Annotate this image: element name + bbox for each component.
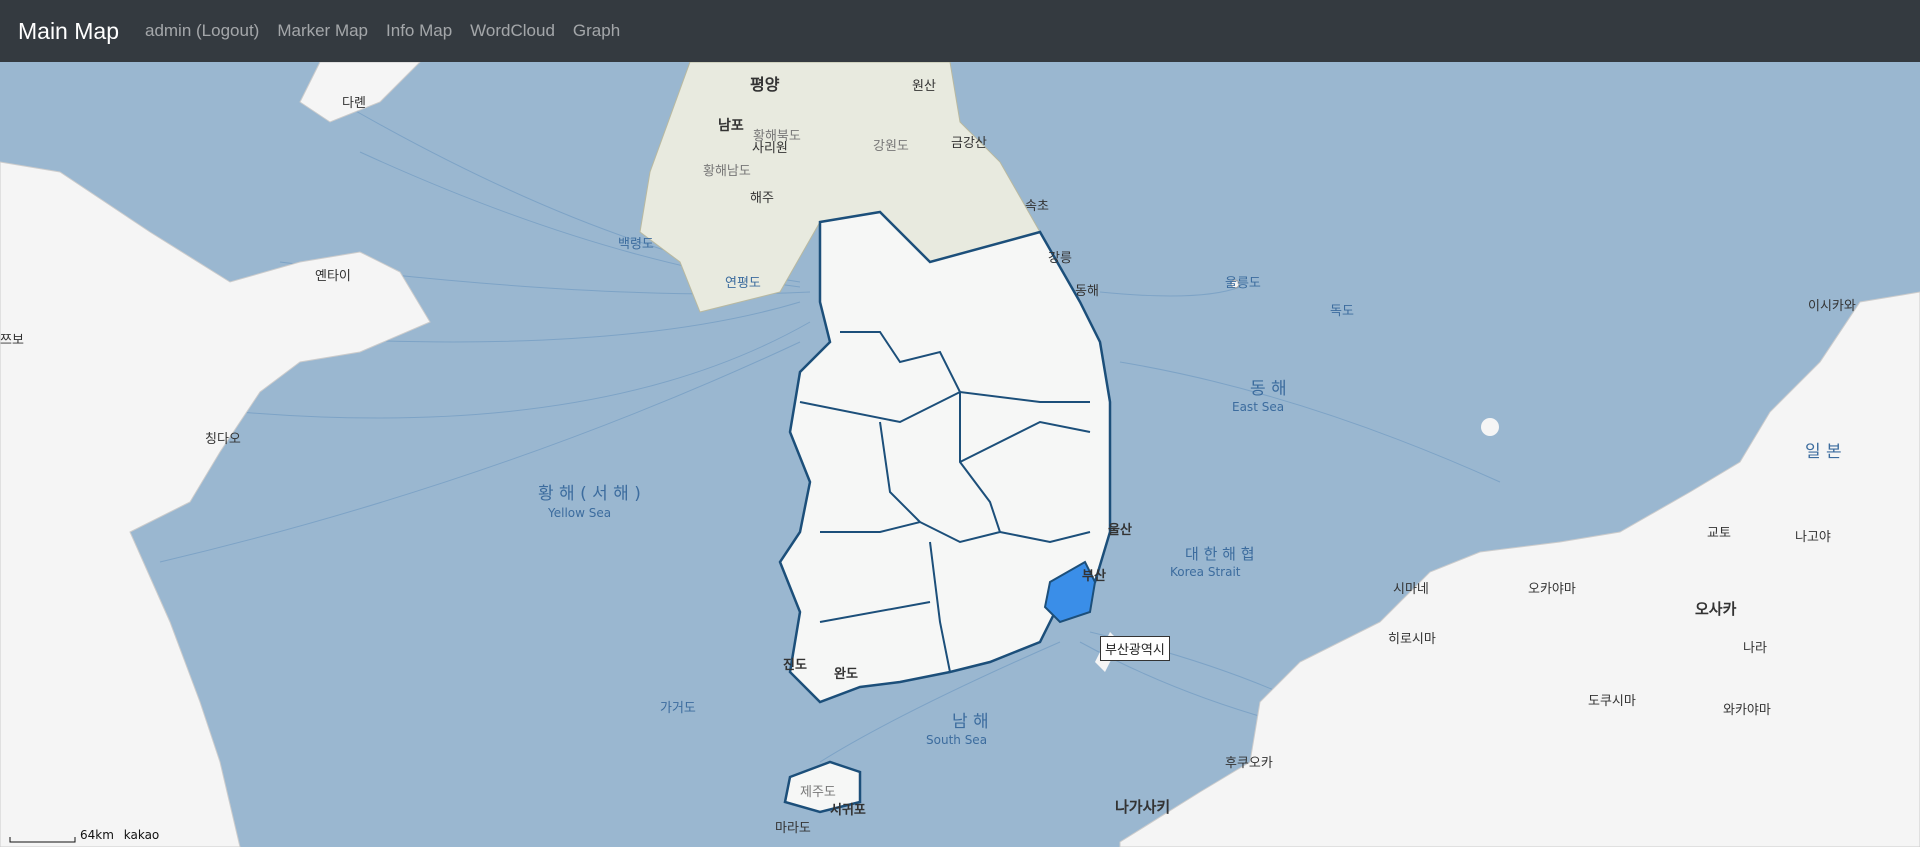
- china-land: [0, 161, 431, 847]
- label-nampo: 남포: [718, 117, 744, 134]
- label-nagasaki: 나가사키: [1115, 798, 1170, 816]
- label-sokcho: 속초: [1025, 199, 1049, 214]
- label-fukuoka: 후쿠오카: [1225, 756, 1273, 771]
- label-seogwipo: 서귀포: [830, 802, 866, 818]
- label-japan: 일 본: [1805, 442, 1842, 462]
- label-hwanghaebukdo: 황해북도: [753, 129, 801, 144]
- label-wando: 완도: [834, 667, 858, 682]
- jeju-island: [783, 760, 862, 814]
- map-svg: 평양 남포 사리원 해주 원산 황해북도 황해남도 강원도 금강산 속초 강릉 …: [0, 62, 1920, 847]
- nav-wordcloud[interactable]: WordCloud: [470, 21, 555, 40]
- label-jindo: 진도: [783, 657, 807, 673]
- label-dokdo: 독도: [1330, 304, 1354, 319]
- label-korea-strait-en: Korea Strait: [1170, 565, 1241, 579]
- label-geumgangsan: 금강산: [951, 136, 987, 151]
- scale-bar: [9, 837, 76, 843]
- label-wonsan: 원산: [912, 79, 936, 94]
- label-nagoya: 나고야: [1795, 530, 1831, 545]
- navbar: Main Map admin (Logout) Marker Map Info …: [0, 0, 1920, 62]
- label-donghae: 동해: [1075, 284, 1099, 299]
- province-borders: [799, 331, 1091, 673]
- label-shimane: 시마네: [1393, 582, 1429, 597]
- label-yellow-sea-ko: 황 해 ( 서 해 ): [538, 484, 641, 504]
- map-provider: kakao: [123, 828, 160, 842]
- label-gangwondo-north: 강원도: [873, 139, 909, 154]
- nav-admin-logout[interactable]: admin (Logout): [144, 21, 260, 40]
- label-hiroshima: 히로시마: [1388, 632, 1436, 647]
- label-yantai: 옌타이: [315, 269, 351, 284]
- label-ulsan: 울산: [1108, 522, 1132, 538]
- nav-info-map[interactable]: Info Map: [386, 21, 453, 40]
- label-nara: 나라: [1743, 641, 1767, 656]
- label-zibo: 쯔보: [0, 333, 24, 348]
- label-east-sea-ko: 동 해: [1250, 379, 1287, 399]
- label-ishikawa: 이시카와: [1808, 299, 1856, 314]
- label-qingdao: 칭다오: [205, 432, 241, 447]
- label-baengnyeongdo: 백령도: [618, 237, 654, 252]
- label-south-sea-en: South Sea: [926, 733, 987, 747]
- label-jejudo: 제주도: [800, 785, 836, 800]
- ulleungdo-island: [1230, 279, 1240, 289]
- label-tokushima: 도쿠시마: [1588, 694, 1636, 709]
- label-marado: 마라도: [775, 821, 811, 836]
- label-korea-strait-ko: 대 한 해 협: [1185, 545, 1255, 563]
- nav-marker-map[interactable]: Marker Map: [277, 21, 369, 40]
- liaodong-land: [299, 62, 421, 123]
- label-haeju: 해주: [750, 191, 774, 206]
- label-wakayama: 와카야마: [1723, 703, 1771, 718]
- busan-region[interactable]: [1043, 560, 1097, 624]
- scale-label: 64km: [80, 828, 114, 842]
- label-south-sea-ko: 남 해: [952, 712, 989, 732]
- label-ulleungdo: 울릉도: [1225, 276, 1261, 291]
- label-sariwon: 사리원: [752, 141, 788, 156]
- label-busan: 부산: [1082, 568, 1106, 584]
- label-east-sea-en: East Sea: [1232, 400, 1284, 414]
- label-okayama: 오카야마: [1528, 582, 1576, 597]
- map-footer: 64km kakao: [10, 828, 159, 842]
- nav-graph[interactable]: Graph: [572, 21, 621, 40]
- label-dalian: 다롄: [342, 96, 366, 111]
- label-kyoto: 교토: [1707, 526, 1731, 541]
- label-pyongyang: 평양: [750, 75, 780, 94]
- label-yeonpyeongdo: 연평도: [725, 276, 761, 291]
- region-tooltip: 부산광역시: [1100, 636, 1170, 661]
- label-hwanghaenamdo: 황해남도: [703, 164, 751, 179]
- japan-land: [1119, 291, 1920, 847]
- brand-link[interactable]: Main Map: [18, 17, 119, 44]
- label-osaka: 오사카: [1695, 600, 1737, 618]
- label-yellow-sea-en: Yellow Sea: [547, 506, 611, 520]
- label-gageodo: 가거도: [660, 701, 696, 716]
- label-gangneung: 강릉: [1048, 251, 1072, 266]
- map-canvas[interactable]: 평양 남포 사리원 해주 원산 황해북도 황해남도 강원도 금강산 속초 강릉 …: [0, 62, 1920, 847]
- east-sea-island: [1481, 418, 1499, 436]
